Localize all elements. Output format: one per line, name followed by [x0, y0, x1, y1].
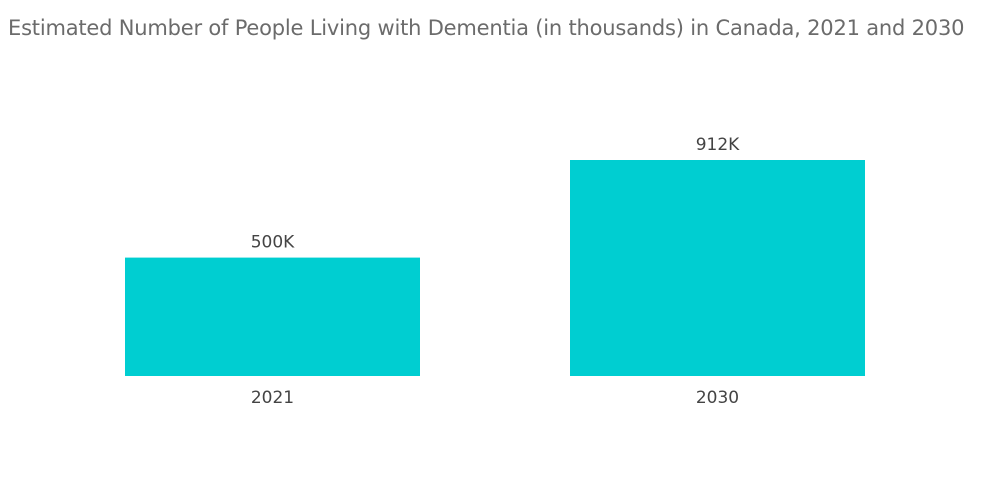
labels-layer: 500K 2021 912K 2030 [251, 135, 740, 408]
chart-title: Estimated Number of People Living with D… [8, 16, 965, 40]
data-label-2030: 912K [696, 135, 740, 155]
bar-2021 [125, 257, 420, 376]
bars-layer [125, 160, 865, 376]
x-tick-label-2021: 2021 [251, 388, 294, 408]
data-label-2021: 500K [251, 233, 295, 253]
bar-2030 [570, 160, 865, 376]
x-tick-label-2030: 2030 [696, 388, 739, 408]
